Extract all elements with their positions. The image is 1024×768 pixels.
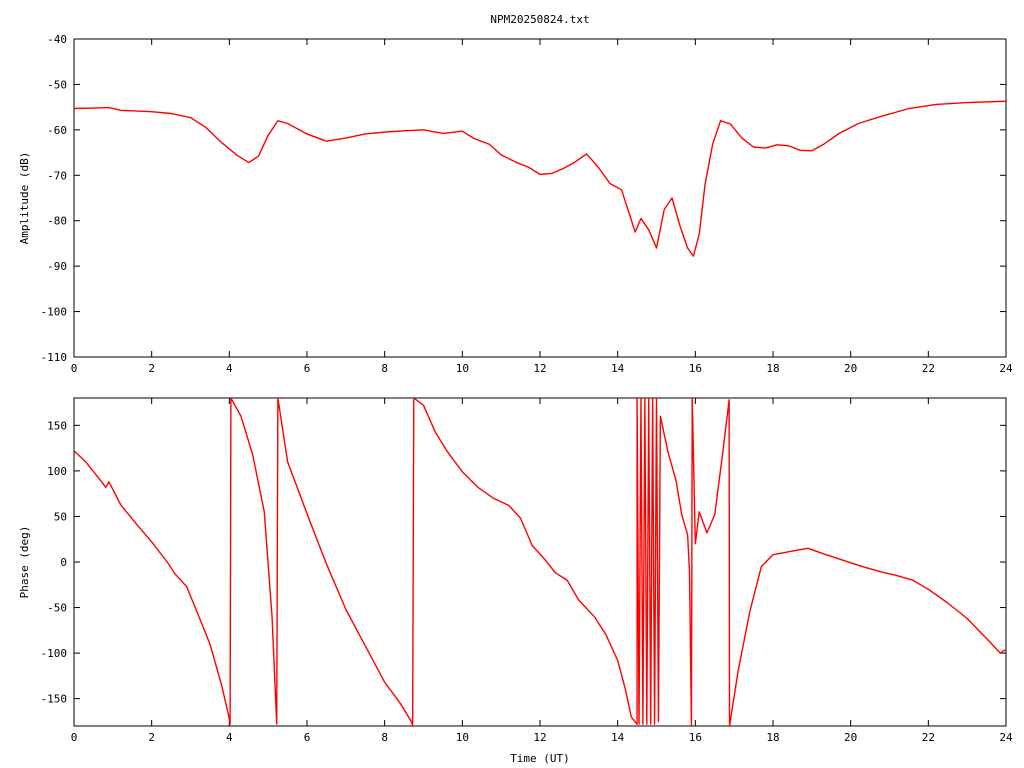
amplitude-y-axis-label: Amplitude (dB) — [18, 152, 31, 245]
phase-plot-frame — [73, 397, 1007, 727]
amplitude-x-tick-label: 16 — [689, 362, 702, 375]
phase-x-tick-label: 24 — [999, 731, 1013, 744]
amplitude-panel: 0 2 4 6 8 10 12 14 16 18 20 22 24-40-50-60-70-80-90-… — [41, 33, 1013, 375]
phase-y-tick-label: 150 — [47, 419, 67, 432]
amplitude-y-tick-label: -40 — [47, 33, 67, 46]
amplitude-x-tick-label: 24 — [999, 362, 1013, 375]
x-axis-label: Time (UT) — [510, 752, 570, 765]
amplitude-y-tick-label: -110 — [41, 351, 68, 364]
phase-y-tick-label: -150 — [41, 693, 68, 706]
phase-x-tick-label: 4 — [226, 731, 233, 744]
amplitude-y-tick-label: -60 — [47, 124, 67, 137]
phase-y-tick-label: 100 — [47, 465, 67, 478]
amplitude-x-tick-label: 22 — [922, 362, 935, 375]
amplitude-series-line — [74, 100, 1006, 257]
phase-y-tick-label: -50 — [47, 602, 67, 615]
chart-title: NPM20250824.txt — [490, 13, 589, 26]
phase-series-line — [74, 398, 1006, 726]
amplitude-x-tick-label: 8 — [381, 362, 388, 375]
phase-x-tick-label: 14 — [611, 731, 625, 744]
amplitude-y-tick-label: -80 — [47, 215, 67, 228]
phase-panel: 0 2 4 6 8 10 12 14 16 18 20 22 24150100500-50-100-15… — [41, 397, 1013, 744]
phase-x-tick-label: 2 — [148, 731, 155, 744]
amplitude-x-tick-label: 4 — [226, 362, 233, 375]
phase-x-tick-label: 6 — [304, 731, 311, 744]
amplitude-y-tick-label: -50 — [47, 78, 67, 91]
phase-x-tick-label: 18 — [766, 731, 779, 744]
amplitude-x-tick-label: 10 — [456, 362, 469, 375]
phase-x-tick-label: 22 — [922, 731, 935, 744]
amplitude-x-tick-label: 18 — [766, 362, 779, 375]
amplitude-x-tick-label: 14 — [611, 362, 625, 375]
amplitude-plot-frame — [73, 38, 1007, 358]
phase-x-tick-label: 10 — [456, 731, 469, 744]
amplitude-y-tick-label: -100 — [41, 306, 68, 319]
amplitude-x-tick-label: 2 — [148, 362, 155, 375]
amplitude-y-tick-label: -90 — [47, 260, 67, 273]
amplitude-x-tick-label: 20 — [844, 362, 857, 375]
phase-y-tick-label: 50 — [54, 510, 67, 523]
phase-x-tick-label: 0 — [71, 731, 78, 744]
phase-y-axis-label: Phase (deg) — [18, 526, 31, 599]
phase-x-tick-label: 8 — [381, 731, 388, 744]
amplitude-x-tick-label: 12 — [533, 362, 546, 375]
phase-x-tick-label: 20 — [844, 731, 857, 744]
phase-y-tick-label: -100 — [41, 647, 68, 660]
phase-x-tick-label: 12 — [533, 731, 546, 744]
amplitude-x-tick-label: 6 — [304, 362, 311, 375]
amplitude-x-tick-label: 0 — [71, 362, 78, 375]
phase-x-tick-label: 16 — [689, 731, 702, 744]
phase-y-tick-label: 0 — [60, 556, 67, 569]
amplitude-y-tick-label: -70 — [47, 169, 67, 182]
